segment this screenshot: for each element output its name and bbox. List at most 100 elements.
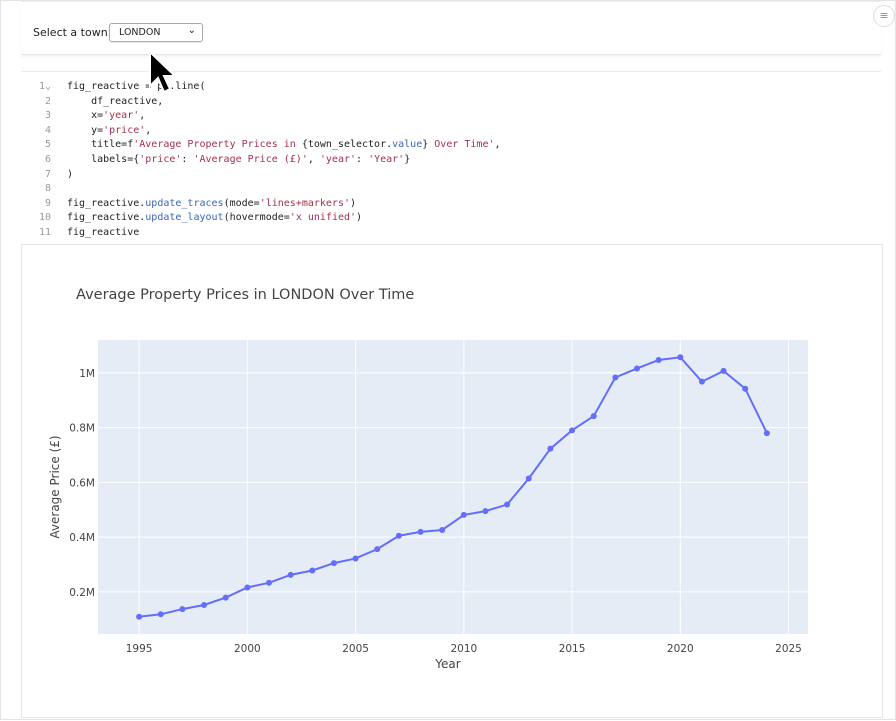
code-token: , [145, 124, 152, 136]
code-line: 2 df_reactive, [29, 95, 501, 110]
data-point [417, 528, 424, 535]
code-token: 'Year' [368, 153, 405, 165]
town-select-label: Select a town: [33, 26, 112, 39]
code-token: fig_reactive [67, 226, 140, 238]
data-point [287, 571, 294, 578]
y-axis-title: Average Price (£) [48, 435, 62, 538]
code-token: 'Average Property Prices in [133, 139, 302, 151]
code-token: {town_selector. [301, 139, 393, 151]
x-tick-label: 2005 [342, 643, 369, 655]
data-point [244, 584, 251, 591]
series-line [139, 356, 768, 618]
data-point [439, 526, 446, 533]
x-tick-label: 2025 [775, 643, 802, 655]
data-point [157, 611, 164, 618]
code-token: x= [67, 110, 104, 122]
line-number: 7 [44, 168, 51, 180]
line-number: 10 [38, 212, 51, 224]
code-token: (hovermode= [223, 212, 290, 224]
code-token: 'price' [139, 153, 182, 165]
data-point [720, 367, 727, 374]
data-point [633, 365, 640, 372]
code-token: value [392, 139, 423, 151]
code-token: } [404, 153, 411, 165]
code-token: y= [67, 124, 104, 136]
code-line: 11 fig_reactive [29, 226, 501, 241]
data-point [136, 613, 143, 620]
town-selector-cell: Select a town: LONDON ⌄ [21, 1, 881, 55]
code-token: Over Time' [428, 139, 495, 151]
data-point [742, 385, 749, 392]
data-point [395, 532, 402, 539]
code-editor[interactable]: 1⌄ fig_reactive = px.line(2 df_reactive, 3… [29, 80, 501, 241]
code-token: 'year' [319, 153, 357, 165]
data-point [374, 546, 381, 553]
code-token: } [422, 139, 429, 151]
code-token: : [356, 153, 369, 165]
data-point [612, 374, 619, 381]
line-number: 5 [44, 139, 51, 151]
code-token: (mode= [223, 197, 260, 209]
mouse-cursor-icon [149, 50, 178, 94]
y-tick-label: 0.6M [69, 477, 95, 489]
town-select-value: LONDON [119, 27, 161, 38]
data-point [655, 356, 662, 363]
output-cell: 1995 2000 2005 2010 2015 2020 2025 0.2M 0.4M 0.6M… [21, 244, 883, 718]
code-token: title=f [67, 139, 134, 151]
code-token: update_traces [145, 197, 224, 209]
code-token: 'lines+markers' [259, 197, 350, 209]
data-point [698, 378, 705, 385]
code-line: 5 title=f'Average Property Prices in {to… [29, 138, 501, 153]
data-point [460, 511, 467, 518]
data-point [201, 601, 208, 608]
data-point [352, 555, 359, 562]
line-number: 1⌄ [38, 81, 51, 92]
code-token: fig_reactive. [67, 197, 146, 209]
data-point [179, 606, 186, 613]
x-tick-label: 1995 [126, 643, 153, 655]
code-token: labels={ [67, 153, 140, 165]
data-point [222, 594, 229, 601]
data-point [504, 501, 511, 508]
data-point [482, 508, 489, 515]
code-token: : [181, 153, 194, 165]
code-token: , [494, 139, 501, 151]
line-chart[interactable]: 1995 2000 2005 2010 2015 2020 2025 0.2M 0.4M 0.6M… [22, 245, 882, 717]
data-point [525, 475, 532, 482]
x-axis-title: Year [434, 657, 460, 671]
code-token: ) [350, 197, 357, 209]
y-tick-label: 1M [79, 368, 95, 380]
code-token: 'x unified' [289, 212, 357, 224]
code-line: 4 y='price', [29, 124, 501, 139]
line-number: 4 [44, 124, 51, 136]
cell-menu-icon[interactable]: ≡ [873, 5, 895, 27]
code-token: update_layout [145, 212, 224, 224]
code-token: fig_reactive. [67, 212, 146, 224]
plot-area [98, 340, 808, 634]
code-line: 7 ) [29, 168, 501, 183]
data-point [590, 413, 597, 420]
code-token: , [139, 110, 146, 122]
line-number: 11 [38, 226, 51, 238]
x-tick-label: 2020 [667, 643, 694, 655]
data-point [330, 560, 337, 567]
code-token: 'Average Price (£)' [193, 153, 308, 165]
code-token: ) [356, 212, 363, 224]
code-line: 9 fig_reactive.update_traces(mode='lines… [29, 197, 501, 212]
code-line: 10 fig_reactive.update_layout(hovermode=… [29, 211, 501, 226]
code-token: , [307, 153, 320, 165]
x-tick-label: 2015 [559, 643, 586, 655]
y-tick-label: 0.4M [69, 532, 95, 544]
code-cell[interactable]: 1⌄ fig_reactive = px.line(2 df_reactive, 3… [21, 71, 881, 244]
code-line: 6 labels={'price': 'Average Price (£)', … [29, 153, 501, 168]
x-tick-label: 2010 [450, 643, 477, 655]
code-token: ) [67, 168, 74, 180]
chevron-down-icon: ⌄ [187, 25, 196, 36]
line-number: 2 [44, 95, 51, 107]
line-number: 3 [44, 110, 51, 122]
code-token: df_reactive, [67, 95, 164, 107]
data-point [763, 430, 770, 437]
town-select[interactable]: LONDON ⌄ [109, 23, 203, 42]
line-number: 8 [44, 183, 51, 195]
